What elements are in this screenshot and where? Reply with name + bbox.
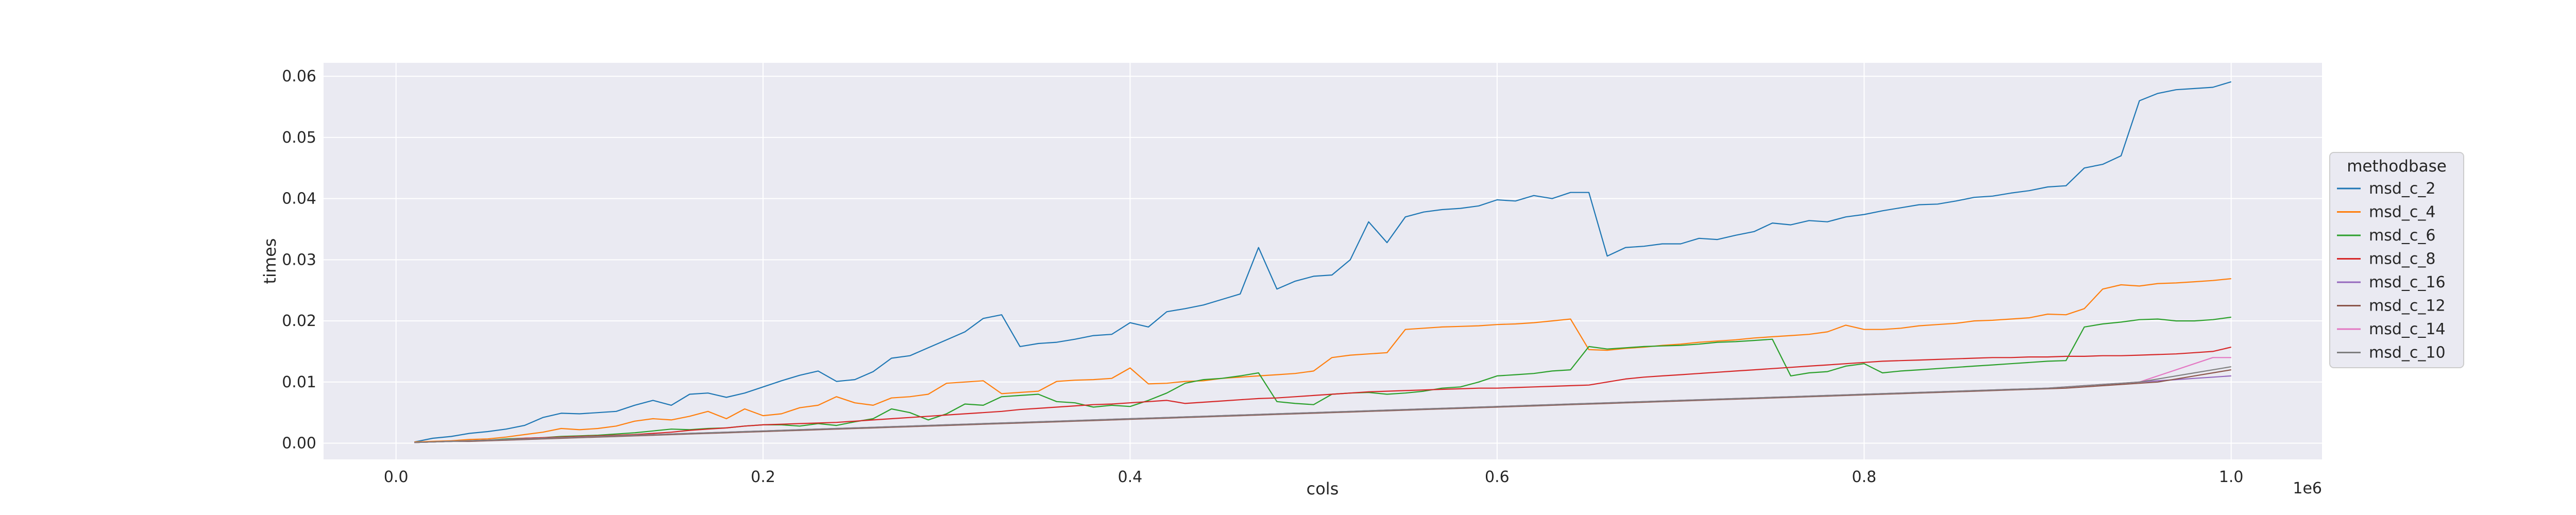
y-axis-title: times [260, 238, 280, 284]
legend-label: msd_c_16 [2369, 273, 2446, 291]
x-axis-title: cols [1307, 479, 1339, 499]
plot-background [324, 63, 2322, 459]
x-tick-label: 0.0 [384, 468, 409, 486]
x-tick-label: 1.0 [2219, 468, 2244, 486]
legend-label: msd_c_8 [2369, 250, 2435, 268]
legend: methodbase msd_c_2msd_c_4msd_c_6msd_c_8m… [2329, 152, 2464, 368]
legend-label: msd_c_2 [2369, 180, 2435, 198]
x-axis-offset-label: 1e6 [2293, 479, 2322, 497]
y-tick-label: 0.01 [282, 373, 316, 391]
x-tick-label: 0.4 [1118, 468, 1143, 486]
legend-label: msd_c_4 [2369, 203, 2435, 221]
series-line-msd-c-4 [414, 278, 2231, 443]
legend-item: msd_c_14 [2337, 320, 2446, 338]
legend-label: msd_c_6 [2369, 227, 2435, 245]
y-tick-label: 0.00 [282, 435, 316, 453]
x-tick-label: 0.6 [1485, 468, 1510, 486]
y-tick-label: 0.04 [282, 190, 316, 208]
legend-label: msd_c_10 [2369, 344, 2446, 362]
x-tick-label: 0.2 [751, 468, 775, 486]
legend-label: msd_c_14 [2369, 320, 2446, 338]
x-tick-label: 0.8 [1852, 468, 1876, 486]
legend-item: msd_c_4 [2337, 203, 2435, 221]
series-line-msd-c-12 [414, 369, 2231, 443]
series-line-msd-c-10 [414, 366, 2231, 443]
legend-title: methodbase [2347, 157, 2447, 176]
x-tick-labels: 0.0 0.2 0.4 0.6 0.8 1.0 [384, 468, 2244, 486]
legend-item: msd_c_2 [2337, 180, 2435, 198]
legend-box [2329, 152, 2464, 368]
y-tick-label: 0.02 [282, 312, 316, 330]
legend-items: msd_c_2 msd_c_4 msd_c_6 msd_c_8 msd_c_16 msd_… [2337, 180, 2446, 362]
series-line-msd-c-8 [414, 347, 2231, 443]
y-tick-label: 0.03 [282, 251, 316, 269]
legend-item: msd_c_6 [2337, 227, 2435, 245]
grid [324, 63, 2322, 459]
series-lines [414, 81, 2232, 443]
legend-item: msd_c_16 [2337, 273, 2446, 291]
y-tick-label: 0.05 [282, 129, 316, 147]
legend-item: msd_c_8 [2337, 250, 2435, 268]
y-tick-labels: 0.00 0.01 0.02 0.03 0.04 0.05 0.06 [282, 67, 316, 452]
series-line-msd-c-2 [414, 81, 2232, 443]
legend-label: msd_c_12 [2369, 297, 2446, 315]
y-tick-label: 0.06 [282, 67, 316, 85]
legend-item: msd_c_10 [2337, 344, 2446, 362]
legend-item: msd_c_12 [2337, 297, 2446, 315]
